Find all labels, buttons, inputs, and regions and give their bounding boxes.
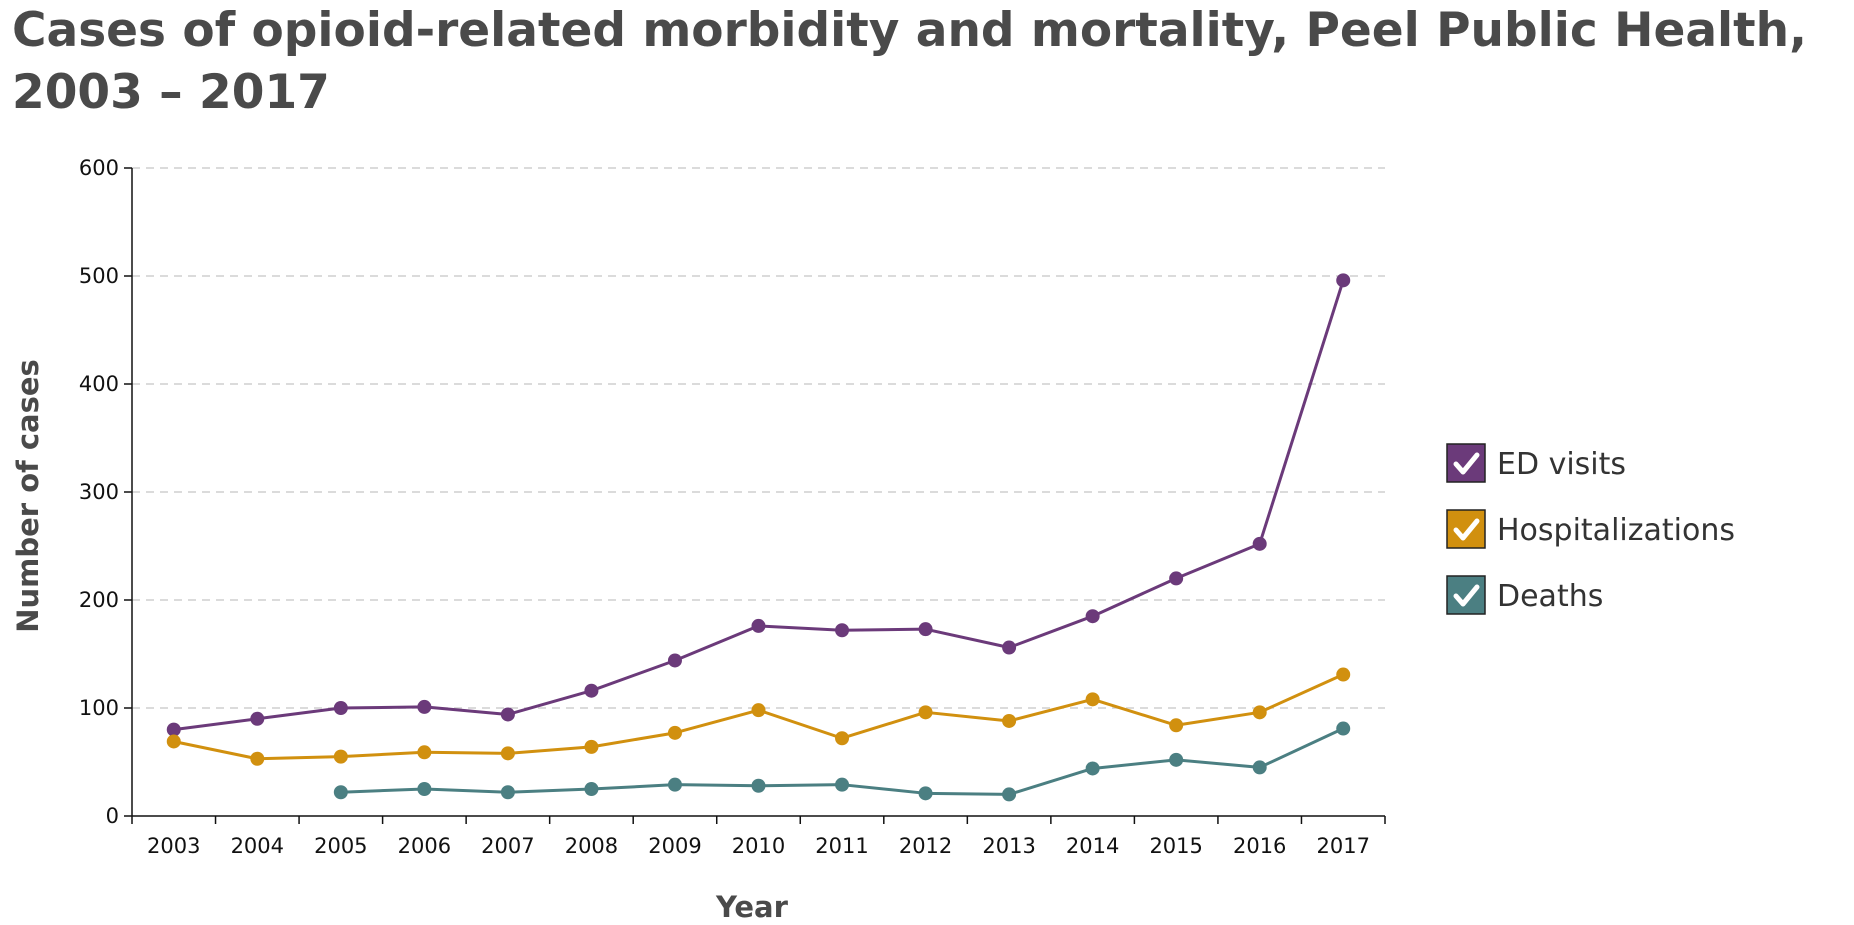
legend-label: Deaths bbox=[1497, 579, 1603, 614]
data-point bbox=[835, 777, 850, 792]
x-tick-label: 2011 bbox=[815, 834, 868, 858]
data-point bbox=[1336, 721, 1351, 736]
legend-check-icon bbox=[1453, 518, 1480, 541]
data-point bbox=[250, 751, 265, 766]
data-point bbox=[918, 705, 933, 720]
x-tick-label: 2010 bbox=[732, 834, 785, 858]
data-point bbox=[1169, 752, 1184, 767]
data-point bbox=[500, 746, 515, 761]
data-point bbox=[1002, 640, 1017, 655]
y-tick-label: 100 bbox=[79, 696, 119, 720]
data-point bbox=[584, 739, 599, 754]
data-point bbox=[835, 623, 850, 638]
data-point bbox=[667, 653, 682, 668]
legend-swatch bbox=[1446, 443, 1486, 483]
data-point bbox=[1252, 760, 1267, 775]
x-tick-label: 2009 bbox=[648, 834, 701, 858]
x-tick-label: 2007 bbox=[481, 834, 534, 858]
y-tick-label: 400 bbox=[79, 372, 119, 396]
data-point bbox=[250, 711, 265, 726]
x-tick-label: 2015 bbox=[1149, 834, 1202, 858]
data-point bbox=[584, 782, 599, 796]
data-point bbox=[751, 778, 766, 793]
x-tick-label: 2012 bbox=[899, 834, 952, 858]
y-tick-label: 500 bbox=[79, 264, 119, 288]
data-point bbox=[1085, 609, 1100, 624]
data-point bbox=[1085, 692, 1100, 707]
data-point bbox=[751, 618, 766, 633]
data-point bbox=[500, 707, 515, 722]
data-point bbox=[918, 786, 933, 801]
x-tick-label: 2014 bbox=[1066, 834, 1119, 858]
legend-swatch bbox=[1446, 575, 1486, 615]
legend-label: Hospitalizations bbox=[1497, 513, 1735, 548]
data-point bbox=[500, 785, 515, 800]
x-tick-label: 2004 bbox=[231, 834, 284, 858]
legend: ED visits Hospitalizations Deaths bbox=[1446, 443, 1735, 615]
x-tick-label: 2008 bbox=[565, 834, 618, 858]
data-point bbox=[835, 731, 850, 746]
y-tick-label: 0 bbox=[106, 804, 119, 828]
data-point bbox=[1169, 718, 1184, 733]
x-tick-label: 2017 bbox=[1317, 834, 1370, 858]
chart-title: Cases of opioid-related morbidity and mo… bbox=[12, 3, 1807, 120]
data-point bbox=[1085, 761, 1100, 776]
legend-swatch bbox=[1446, 509, 1486, 549]
data-point bbox=[667, 777, 682, 792]
data-point bbox=[1002, 787, 1017, 802]
data-point bbox=[417, 699, 432, 714]
data-point bbox=[584, 683, 599, 698]
data-point bbox=[333, 785, 348, 800]
series-lines bbox=[166, 273, 1351, 802]
x-axis-title: Year bbox=[715, 890, 789, 924]
data-point bbox=[166, 722, 181, 737]
data-point bbox=[166, 734, 181, 749]
axes: 0 100 200 300 400 500 600 2003 2004 2005 2006 2007 2… bbox=[79, 156, 1386, 858]
x-tick-label: 2003 bbox=[147, 834, 200, 858]
data-point bbox=[751, 703, 766, 718]
data-point bbox=[667, 725, 682, 740]
x-tick-label: 2013 bbox=[982, 834, 1035, 858]
legend-label: ED visits bbox=[1497, 447, 1626, 482]
data-point bbox=[1252, 536, 1267, 551]
data-point bbox=[1336, 273, 1351, 288]
y-axis-title: Number of cases bbox=[11, 359, 45, 633]
data-point bbox=[918, 622, 933, 637]
data-point bbox=[333, 749, 348, 764]
x-tick-label: 2006 bbox=[398, 834, 451, 858]
data-point bbox=[417, 782, 432, 796]
x-tick-label: 2016 bbox=[1233, 834, 1286, 858]
data-point bbox=[1336, 667, 1351, 682]
data-point bbox=[417, 745, 432, 760]
data-point bbox=[1169, 571, 1184, 586]
data-point bbox=[1252, 705, 1267, 720]
data-point bbox=[1002, 713, 1017, 728]
x-tick-label: 2005 bbox=[314, 834, 367, 858]
legend-check-icon bbox=[1453, 452, 1480, 475]
y-tick-label: 200 bbox=[79, 588, 119, 612]
data-point bbox=[333, 701, 348, 715]
y-tick-label: 600 bbox=[79, 156, 119, 180]
series-line-0 bbox=[173, 279, 1345, 732]
legend-check-icon bbox=[1453, 584, 1480, 607]
y-tick-label: 300 bbox=[79, 480, 119, 504]
